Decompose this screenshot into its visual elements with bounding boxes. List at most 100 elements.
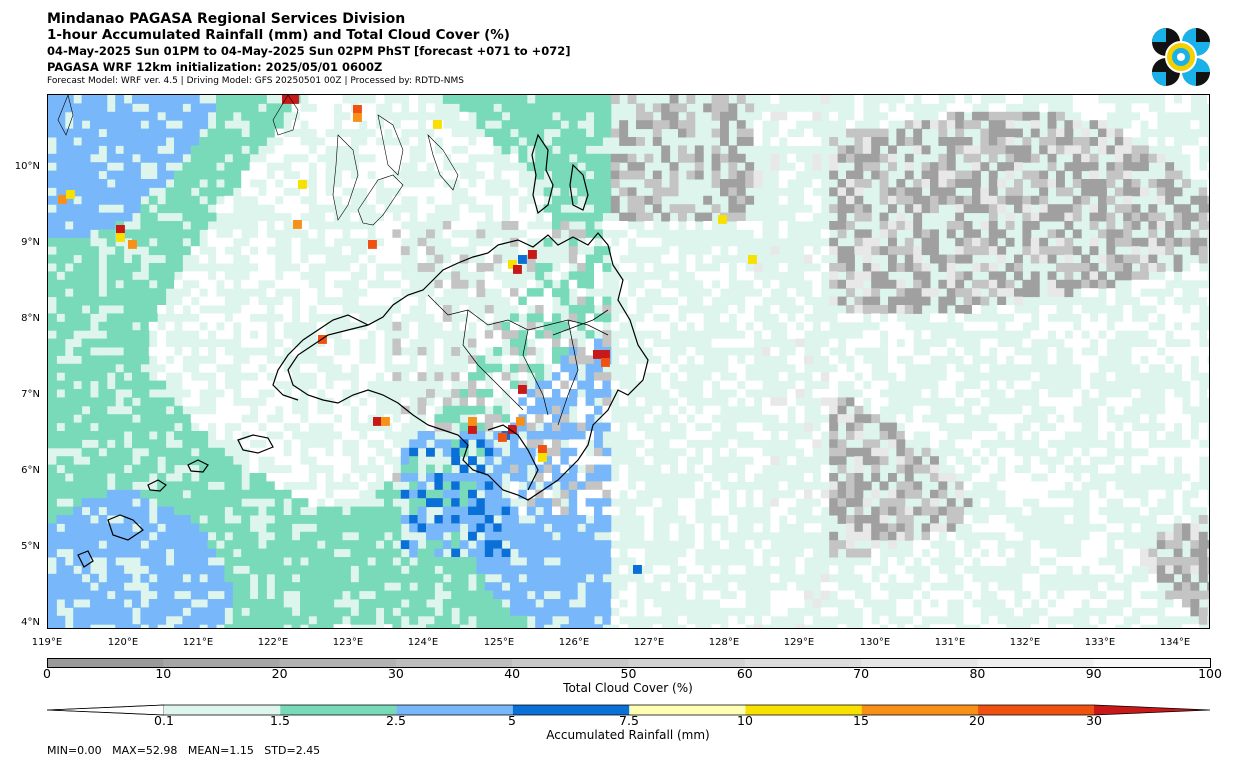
- map-cell: [216, 464, 225, 474]
- cloud-tick-label: 70: [853, 666, 870, 681]
- map-cell: [585, 565, 595, 575]
- map-cell: [753, 179, 763, 188]
- map-cell: [342, 179, 351, 188]
- map-cell: [232, 540, 242, 550]
- map-cell: [1089, 170, 1099, 180]
- map-cell: [1182, 464, 1191, 474]
- map-cell: [224, 137, 234, 146]
- map-cell: [493, 111, 503, 121]
- map-cell: [476, 540, 486, 550]
- map-cell: [879, 305, 889, 314]
- map-cell: [182, 557, 192, 566]
- map-cell: [56, 565, 66, 575]
- map-cell: [904, 557, 914, 566]
- map-cell: [1039, 615, 1049, 625]
- map-cell: [930, 506, 939, 516]
- map-cell: [115, 212, 125, 222]
- rain-hotspot-cell: [538, 445, 547, 454]
- map-cell: [266, 363, 276, 373]
- map-cell: [484, 540, 494, 550]
- map-cell: [484, 565, 494, 575]
- map-cell: [963, 305, 973, 314]
- map-cell: [896, 599, 906, 608]
- map-cell: [375, 221, 385, 230]
- map-cell: [451, 279, 461, 289]
- map-cell: [1064, 145, 1074, 155]
- map-cell: [711, 179, 721, 188]
- map-cell: [291, 498, 301, 508]
- map-cell: [484, 481, 494, 491]
- map-cell: [980, 498, 990, 508]
- map-cell: [241, 531, 251, 541]
- map-cell: [207, 489, 217, 499]
- map-cell: [1022, 489, 1032, 499]
- map-cell: [232, 464, 242, 474]
- map-cell: [862, 128, 872, 138]
- map-cell: [770, 573, 780, 583]
- map-cell: [48, 489, 57, 499]
- map-cell: [988, 540, 998, 550]
- map-cell: [728, 212, 738, 222]
- map-cell: [602, 565, 612, 575]
- map-cell: [207, 296, 217, 306]
- map-cell: [1123, 305, 1133, 314]
- map-cell: [258, 321, 267, 331]
- map-cell: [946, 414, 956, 424]
- map-cell: [249, 456, 259, 466]
- map-cell: [274, 305, 284, 314]
- map-cell: [316, 162, 326, 172]
- map-cell: [199, 523, 209, 533]
- map-cell: [106, 296, 116, 306]
- map-cell: [182, 498, 192, 508]
- map-cell: [249, 607, 259, 617]
- map-cell: [132, 548, 141, 558]
- lon-label: 128°E: [708, 637, 740, 648]
- map-cell: [48, 103, 57, 113]
- map-cell: [123, 523, 133, 533]
- map-cell: [1089, 137, 1099, 146]
- map-cell: [896, 221, 906, 230]
- cloud-bar-segment: [628, 658, 746, 668]
- map-cell: [1165, 195, 1175, 205]
- map-cell: [400, 120, 410, 130]
- map-cell: [1039, 187, 1049, 197]
- map-cell: [216, 515, 225, 524]
- map-cell: [174, 624, 183, 628]
- map-cell: [988, 263, 998, 272]
- map-cell: [594, 212, 603, 222]
- map-cell: [871, 246, 881, 256]
- map-cell: [921, 296, 931, 306]
- map-cell: [249, 599, 259, 608]
- map-cell: [1039, 145, 1049, 155]
- map-cell: [686, 565, 696, 575]
- map-cell: [132, 540, 141, 550]
- map-cell: [241, 137, 251, 146]
- map-cell: [1047, 111, 1057, 121]
- map-cell: [468, 363, 477, 373]
- map-cell: [493, 590, 503, 600]
- map-cell: [241, 439, 251, 449]
- map-cell: [493, 473, 503, 482]
- map-cell: [165, 279, 175, 289]
- map-cell: [1165, 229, 1175, 239]
- map-cell: [476, 162, 486, 172]
- map-cell: [182, 624, 192, 628]
- map-cell: [526, 229, 536, 239]
- map-cell: [333, 95, 343, 104]
- map-cell: [518, 246, 528, 256]
- map-cell: [476, 447, 486, 457]
- map-cell: [249, 615, 259, 625]
- map-cell: [459, 204, 469, 214]
- rain-bar-segment: [629, 705, 746, 715]
- map-cell: [73, 313, 83, 323]
- map-cell: [333, 447, 343, 457]
- map-cell: [963, 204, 973, 214]
- map-cell: [174, 405, 183, 415]
- map-cell: [812, 279, 822, 289]
- map-cell: [854, 489, 864, 499]
- map-cell: [283, 313, 293, 323]
- map-cell: [123, 187, 133, 197]
- map-cell: [1089, 531, 1099, 541]
- map-cell: [888, 246, 897, 256]
- map-cell: [879, 515, 889, 524]
